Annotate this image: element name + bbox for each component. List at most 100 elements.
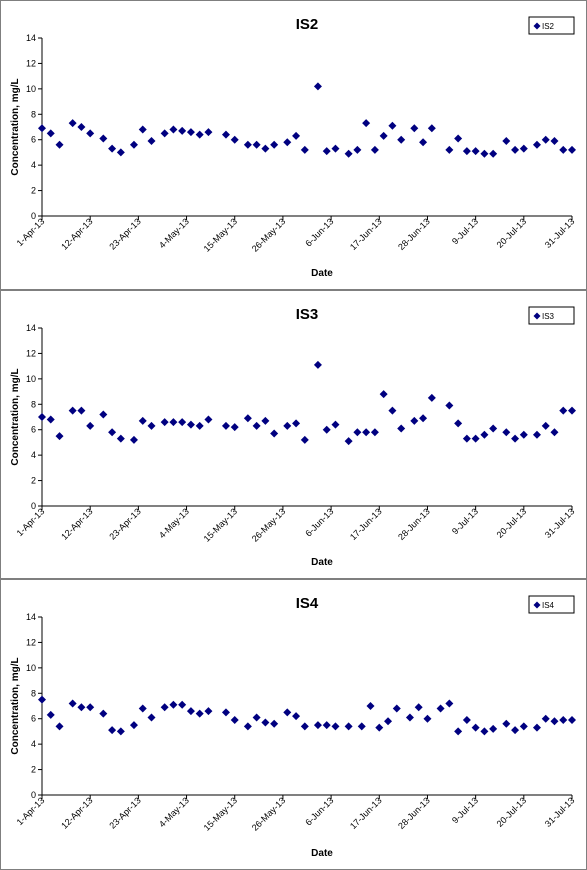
- data-point: [480, 149, 489, 158]
- data-point: [313, 82, 322, 91]
- data-point: [454, 727, 463, 736]
- data-point: [559, 715, 568, 724]
- y-tick-label: 8: [31, 109, 36, 119]
- data-point: [427, 393, 436, 402]
- data-point: [261, 416, 270, 425]
- y-tick-label: 0: [31, 501, 36, 511]
- y-tick-label: 4: [31, 739, 36, 749]
- data-point: [519, 430, 528, 439]
- data-point: [454, 134, 463, 143]
- data-point: [489, 149, 498, 158]
- data-point: [186, 420, 195, 429]
- legend-label: IS3: [542, 312, 555, 321]
- data-point: [568, 145, 576, 154]
- legend: IS3: [528, 306, 575, 325]
- data-point: [419, 414, 428, 423]
- data-point: [445, 401, 454, 410]
- data-point: [195, 130, 204, 139]
- y-tick-label: 10: [26, 663, 36, 673]
- data-point: [519, 722, 528, 731]
- x-tick-label: 12-Apr-13: [59, 216, 94, 251]
- x-tick-label: 1-Apr-13: [15, 216, 47, 248]
- data-point: [410, 416, 419, 425]
- data-point: [186, 707, 195, 716]
- data-point: [108, 428, 117, 437]
- data-point: [195, 421, 204, 430]
- data-point: [388, 406, 397, 415]
- data-point: [511, 145, 520, 154]
- x-tick-label: 4-May-13: [157, 216, 191, 250]
- data-point: [550, 428, 559, 437]
- data-point: [414, 703, 423, 712]
- x-tick-label: 23-Apr-13: [107, 795, 142, 830]
- x-tick-label: 12-Apr-13: [59, 506, 94, 541]
- data-point: [178, 126, 187, 135]
- data-point: [541, 421, 550, 430]
- data-point: [270, 140, 279, 149]
- data-point: [436, 704, 445, 713]
- data-point: [366, 702, 375, 710]
- x-tick-label: 6-Jun-13: [303, 506, 335, 538]
- x-tick-label: 15-May-13: [202, 795, 239, 832]
- data-point: [322, 721, 331, 730]
- data-point: [86, 129, 95, 138]
- data-point: [471, 723, 480, 732]
- data-point: [445, 699, 454, 708]
- y-tick-label: 12: [26, 58, 36, 68]
- y-tick-label: 14: [26, 323, 36, 333]
- y-tick-label: 2: [31, 476, 36, 486]
- data-point: [445, 145, 454, 154]
- data-point: [568, 715, 576, 724]
- data-point: [147, 713, 156, 722]
- data-point: [204, 707, 213, 716]
- x-tick-label: 31-Jul-13: [543, 506, 577, 540]
- y-tick-label: 4: [31, 450, 36, 460]
- data-point: [353, 145, 362, 154]
- data-point: [99, 709, 108, 718]
- data-point: [313, 721, 322, 730]
- y-tick-label: 2: [31, 765, 36, 775]
- data-point: [462, 715, 471, 724]
- data-point: [375, 723, 384, 732]
- x-tick-label: 26-May-13: [250, 216, 287, 253]
- x-tick-label: 6-Jun-13: [303, 216, 335, 248]
- data-point: [568, 406, 576, 415]
- data-point: [480, 430, 489, 439]
- x-tick-label: 4-May-13: [157, 506, 191, 540]
- y-tick-label: 12: [26, 637, 36, 647]
- x-tick-label: 31-Jul-13: [543, 216, 577, 250]
- data-point: [129, 435, 138, 444]
- legend: IS4: [528, 595, 575, 614]
- data-point: [46, 129, 55, 138]
- x-tick-label: 23-Apr-13: [107, 216, 142, 251]
- data-point: [344, 437, 353, 446]
- data-point: [261, 718, 270, 727]
- data-point: [138, 125, 147, 134]
- data-point: [86, 703, 95, 712]
- data-point: [502, 136, 511, 145]
- data-point: [116, 434, 125, 443]
- data-point: [511, 434, 520, 443]
- data-point: [178, 418, 187, 427]
- chart-title: IS4: [296, 595, 319, 612]
- data-point: [55, 432, 64, 441]
- data-point: [388, 121, 397, 130]
- data-point: [169, 125, 178, 134]
- data-point: [178, 700, 187, 709]
- data-point: [160, 418, 169, 427]
- data-point: [243, 722, 252, 731]
- data-point: [384, 717, 393, 726]
- data-point: [116, 727, 125, 736]
- data-point: [261, 144, 270, 153]
- data-point: [77, 703, 86, 712]
- legend-marker: [533, 312, 541, 320]
- legend-box: [528, 595, 575, 614]
- data-point: [243, 140, 252, 149]
- data-point: [160, 703, 169, 712]
- legend-marker: [533, 601, 541, 609]
- y-tick-label: 6: [31, 135, 36, 145]
- data-point: [362, 428, 371, 437]
- x-tick-label: 17-Jun-13: [348, 506, 384, 542]
- data-point: [454, 419, 463, 428]
- data-point: [129, 721, 138, 730]
